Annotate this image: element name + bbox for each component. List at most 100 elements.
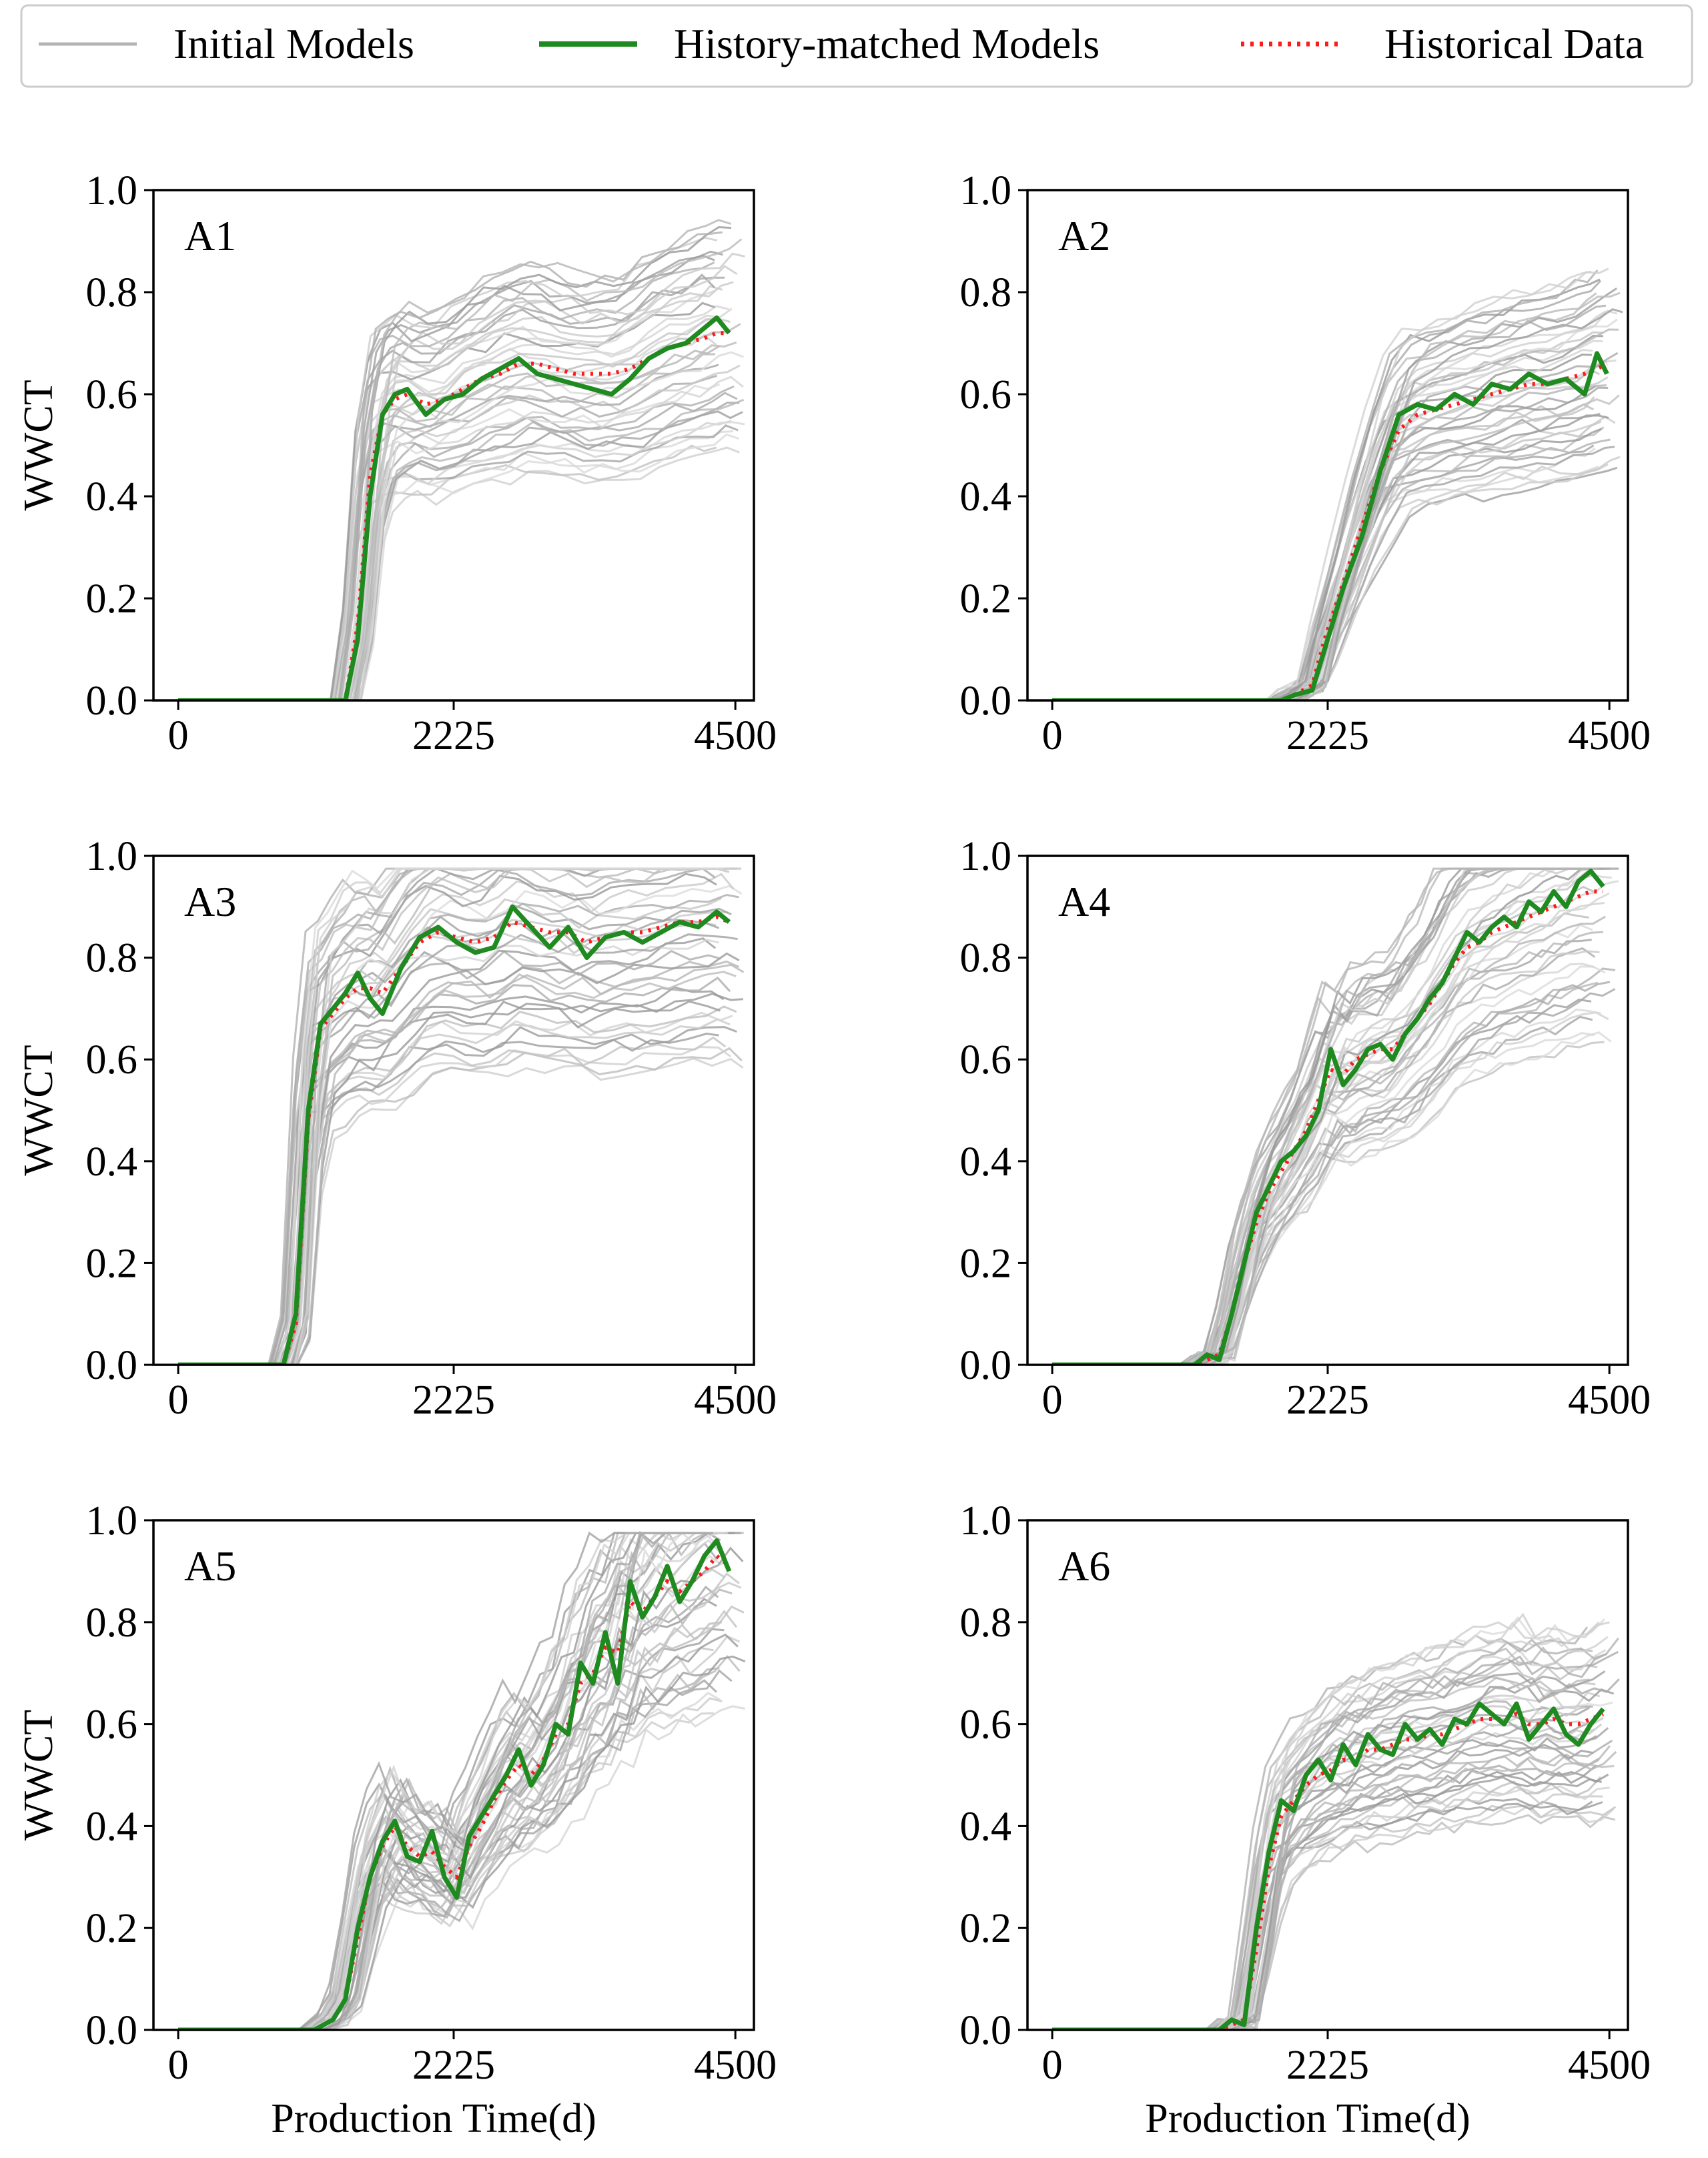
x-tick-label: 2225 [412, 2043, 495, 2088]
y-tick-label: 0.0 [960, 1343, 1012, 1388]
initial-model-line [1052, 331, 1603, 700]
initial-model-line [178, 867, 742, 1365]
initial-model-line [178, 1057, 744, 1365]
y-tick-label: 0.4 [960, 1804, 1012, 1849]
panel-a3-label: A3 [184, 878, 236, 925]
y-axis-label: WWCT [16, 1045, 61, 1175]
initial-model-line [1052, 1750, 1617, 2030]
legend-historical-label: Historical Data [1384, 20, 1644, 67]
panel-a6: 0.0 0.2 0.4 0.6 0.8 1.0 0 2225 4500 A6 Production … [960, 1498, 1651, 2141]
panel-a4-plot-area [1052, 867, 1619, 1365]
initial-model-line [178, 1605, 745, 2030]
panel-a1-background [153, 190, 754, 700]
x-tick-label: 0 [168, 713, 189, 758]
panel-a5-label: A5 [184, 1542, 236, 1590]
panel-a6-label: A6 [1058, 1542, 1110, 1590]
x-tick-label: 4500 [694, 1378, 777, 1423]
panel-a1: 0.0 0.2 0.4 0.6 0.8 1.0 0 2225 4500 A1 WWCT [16, 168, 777, 758]
y-tick-label: 0.4 [86, 1804, 138, 1849]
panel-a2-plot-area [1052, 267, 1623, 700]
initial-model-line [178, 1598, 717, 2030]
y-tick-label: 1.0 [960, 834, 1012, 879]
panel-a6-plot-area [1052, 1612, 1620, 2030]
historical-data-line [1052, 1711, 1605, 2030]
initial-model-line [178, 231, 723, 700]
initial-model-line [178, 993, 744, 1365]
initial-model-line [1052, 988, 1616, 1365]
x-tick-label: 4500 [1568, 2043, 1651, 2088]
initial-model-line [1052, 1660, 1598, 2030]
initial-model-line [178, 1026, 737, 1365]
initial-model-line [178, 290, 715, 700]
initial-model-line [1052, 310, 1618, 700]
x-tick-label: 0 [1042, 1378, 1063, 1423]
initial-model-line [178, 1539, 722, 2030]
y-tick-label: 0.4 [960, 474, 1012, 520]
y-tick-label: 1.0 [86, 834, 138, 879]
y-tick-label: 0.4 [86, 474, 138, 520]
panel-a5: 0.0 0.2 0.4 0.6 0.8 1.0 0 2225 4500 A5 WWCT Product… [16, 1498, 777, 2141]
y-tick-label: 0.0 [86, 2008, 138, 2053]
x-axis-label: Production Time(d) [271, 2096, 596, 2141]
initial-model-line [178, 1036, 727, 1365]
initial-model-line [1052, 269, 1599, 700]
initial-model-line [178, 1531, 713, 2030]
y-tick-label: 0.8 [960, 270, 1012, 316]
x-tick-label: 2225 [412, 713, 495, 758]
panel-a4-initial-models [1052, 867, 1619, 1365]
initial-model-line [178, 1705, 745, 2030]
initial-model-line [1052, 354, 1593, 700]
y-tick-label: 0.6 [960, 372, 1012, 418]
initial-model-line [178, 276, 725, 700]
y-tick-label: 0.2 [960, 576, 1012, 622]
y-tick-label: 1.0 [960, 168, 1012, 213]
history-matched-line [178, 315, 731, 700]
initial-model-line [178, 250, 723, 700]
initial-model-line [1052, 867, 1618, 1365]
legend-box [20, 4, 1693, 88]
initial-model-line [1052, 1677, 1620, 2030]
panel-a4-label: A4 [1058, 878, 1110, 925]
x-tick-label: 0 [1042, 2043, 1063, 2088]
y-tick-label: 0.6 [86, 1037, 138, 1083]
initial-model-line [1052, 867, 1598, 1365]
history-matched-line [178, 904, 731, 1365]
initial-model-line [178, 376, 744, 700]
initial-model-line [178, 398, 745, 700]
legend: Initial Models History-matched Models Hi… [20, 4, 1693, 88]
panel-a1-plot-area [178, 219, 745, 700]
initial-model-line [1052, 867, 1619, 1365]
history-matched-line [1052, 869, 1605, 1365]
legend-initial-label: Initial Models [173, 20, 414, 67]
x-tick-label: 4500 [694, 2043, 777, 2088]
x-tick-label: 0 [168, 2043, 189, 2088]
y-tick-label: 0.6 [86, 1702, 138, 1748]
initial-model-line [178, 421, 745, 700]
initial-model-line [178, 252, 745, 700]
initial-model-line [178, 952, 740, 1365]
x-tick-label: 4500 [1568, 713, 1651, 758]
y-tick-label: 0.0 [86, 678, 138, 724]
initial-model-line [178, 1654, 741, 2030]
y-tick-label: 0.8 [960, 1600, 1012, 1646]
history-matched-line [1052, 351, 1609, 700]
initial-model-line [1052, 1690, 1601, 2030]
initial-model-line [1052, 278, 1601, 700]
initial-model-line [1052, 967, 1616, 1365]
y-tick-label: 0.6 [86, 372, 138, 418]
x-axis-label: Production Time(d) [1145, 2096, 1470, 2141]
initial-model-line [1052, 447, 1596, 700]
x-tick-label: 0 [1042, 713, 1063, 758]
panel-a2: 0.0 0.2 0.4 0.6 0.8 1.0 0 2225 4500 A2 [960, 168, 1651, 758]
panel-a4: 0.0 0.2 0.4 0.6 0.8 1.0 0 2225 4500 A4 [960, 834, 1651, 1423]
legend-matched-label: History-matched Models [674, 20, 1100, 67]
y-axis-label: WWCT [16, 1710, 61, 1840]
x-tick-label: 4500 [1568, 1378, 1651, 1423]
initial-model-line [1052, 280, 1602, 700]
y-tick-label: 0.8 [86, 270, 138, 316]
x-tick-label: 0 [168, 1378, 189, 1423]
history-matched-line [178, 1538, 732, 2030]
initial-model-line [178, 873, 735, 1365]
panels: 0.00.20.40.60.81.00 2225 4500A1WWCT0.00.20… [16, 168, 1651, 2141]
y-tick-label: 0.0 [960, 2008, 1012, 2053]
